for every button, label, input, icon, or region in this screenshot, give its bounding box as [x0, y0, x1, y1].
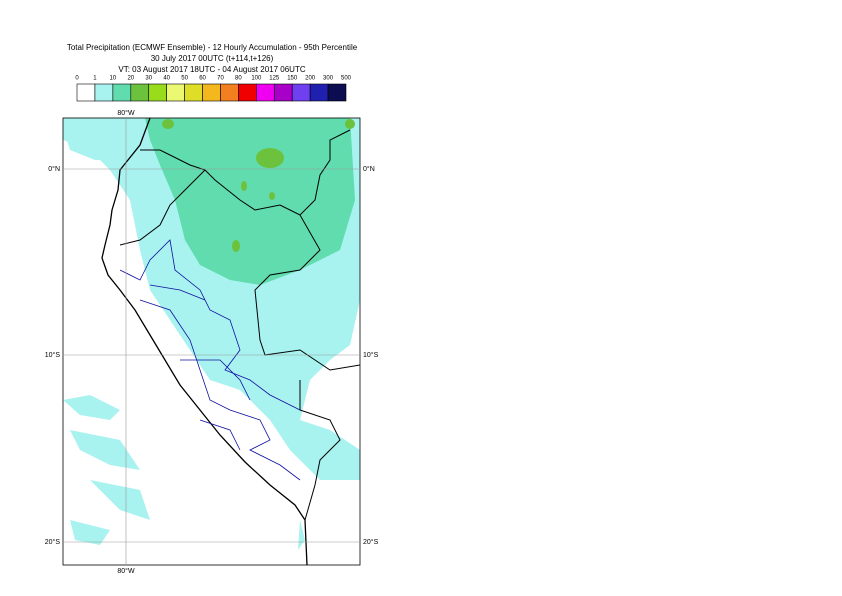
legend-level: 20 — [127, 76, 134, 82]
legend-level: 1 — [93, 76, 97, 82]
lon-label: 80°W — [117, 567, 135, 575]
precip-area — [145, 118, 355, 285]
legend-swatch — [76, 83, 96, 102]
legend-level: 200 — [305, 76, 316, 82]
legend-level: 500 — [341, 76, 352, 82]
borders — [119, 129, 360, 521]
lat-label: 0°N — [363, 165, 375, 173]
valid-time: VT: 03 August 2017 18UTC - 04 August 201… — [118, 65, 305, 74]
legend-swatch — [291, 83, 311, 102]
legend-level: 300 — [323, 76, 334, 82]
legend-level: 70 — [217, 76, 224, 82]
lat-label: 10°S — [363, 351, 379, 359]
map — [63, 118, 360, 565]
map-frame — [62, 117, 361, 566]
region-borders — [119, 239, 301, 481]
title: Total Precipitation (ECMWF Ensemble) - 1… — [67, 43, 358, 52]
legend-swatch — [112, 83, 132, 102]
precip-blobs — [162, 119, 355, 252]
legend-swatch — [220, 83, 239, 102]
legend-swatch — [273, 83, 293, 102]
lon-label: 80°W — [117, 109, 135, 117]
legend-swatch — [327, 83, 347, 102]
legend-level: 100 — [251, 76, 262, 82]
legend-level: 80 — [235, 76, 242, 82]
legend-swatch — [256, 83, 275, 102]
coastline — [101, 118, 308, 565]
legend-swatch — [94, 83, 114, 102]
legend-swatch — [309, 83, 329, 102]
legend-level: 10 — [110, 76, 117, 82]
legend-level: 0 — [75, 76, 79, 82]
legend-level: 30 — [145, 76, 152, 82]
lat-label: 10°S — [45, 351, 61, 359]
legend-swatch — [184, 83, 203, 102]
lat-label: 20°S — [45, 538, 61, 546]
legend-level: 125 — [269, 76, 280, 82]
lat-label: 20°S — [363, 538, 379, 546]
legend-swatch — [238, 83, 257, 102]
legend-swatch — [166, 83, 185, 102]
lat-label: 0°N — [48, 165, 60, 173]
legend-swatch — [148, 83, 167, 102]
legend-level: 40 — [163, 76, 170, 82]
legend: 0 1 10 20 30 40 50 60 70 80 100 125 150 200 300 500 — [75, 76, 352, 102]
subtitle: 30 July 2017 00UTC (t+114,t+126) — [151, 54, 274, 63]
legend-level: 50 — [181, 76, 188, 82]
legend-swatch — [130, 83, 150, 102]
legend-level: 60 — [199, 76, 206, 82]
legend-swatch — [202, 83, 221, 102]
legend-level: 150 — [287, 76, 298, 82]
